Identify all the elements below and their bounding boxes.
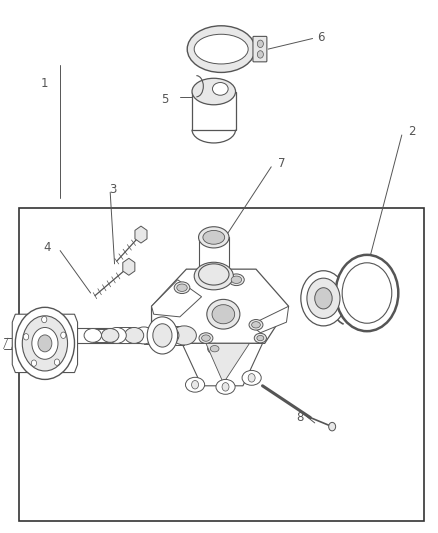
- Ellipse shape: [257, 335, 264, 341]
- Ellipse shape: [216, 379, 235, 394]
- Circle shape: [32, 327, 58, 359]
- Ellipse shape: [107, 327, 126, 343]
- Ellipse shape: [254, 333, 266, 343]
- Circle shape: [38, 335, 52, 352]
- Polygon shape: [135, 226, 147, 243]
- Circle shape: [328, 422, 336, 431]
- Text: 2: 2: [408, 125, 416, 138]
- Polygon shape: [254, 306, 289, 333]
- Ellipse shape: [252, 321, 260, 328]
- Ellipse shape: [84, 328, 102, 342]
- Text: 1: 1: [41, 77, 49, 90]
- Text: 7: 7: [278, 157, 285, 169]
- FancyBboxPatch shape: [253, 36, 267, 62]
- Ellipse shape: [192, 78, 236, 105]
- Polygon shape: [198, 237, 229, 274]
- Ellipse shape: [315, 288, 332, 309]
- Polygon shape: [182, 343, 262, 386]
- Ellipse shape: [207, 300, 240, 329]
- Ellipse shape: [177, 284, 187, 292]
- Ellipse shape: [185, 377, 205, 392]
- Ellipse shape: [307, 278, 340, 318]
- Ellipse shape: [147, 317, 178, 354]
- Ellipse shape: [194, 34, 248, 64]
- Ellipse shape: [231, 276, 242, 284]
- Polygon shape: [117, 327, 134, 343]
- Circle shape: [248, 374, 255, 382]
- Ellipse shape: [149, 327, 170, 344]
- Polygon shape: [12, 314, 78, 373]
- Ellipse shape: [172, 326, 196, 345]
- Polygon shape: [152, 269, 289, 343]
- Ellipse shape: [203, 230, 225, 244]
- Ellipse shape: [155, 326, 179, 345]
- Circle shape: [222, 383, 229, 391]
- Text: 4: 4: [43, 241, 51, 254]
- Ellipse shape: [212, 83, 228, 95]
- Ellipse shape: [102, 328, 119, 342]
- Ellipse shape: [134, 327, 154, 344]
- Ellipse shape: [210, 345, 219, 352]
- Circle shape: [54, 359, 60, 365]
- Polygon shape: [144, 327, 159, 344]
- Ellipse shape: [199, 333, 213, 343]
- Circle shape: [42, 317, 47, 322]
- Ellipse shape: [187, 26, 255, 72]
- Circle shape: [336, 255, 398, 331]
- Polygon shape: [152, 280, 201, 317]
- Ellipse shape: [198, 264, 229, 285]
- Ellipse shape: [249, 319, 263, 330]
- Ellipse shape: [301, 271, 346, 326]
- Ellipse shape: [212, 305, 235, 324]
- Ellipse shape: [201, 335, 210, 341]
- Circle shape: [257, 51, 263, 58]
- Polygon shape: [93, 328, 110, 342]
- Circle shape: [191, 381, 198, 389]
- Ellipse shape: [153, 324, 172, 347]
- Text: 3: 3: [109, 183, 116, 196]
- Polygon shape: [167, 326, 184, 345]
- Circle shape: [32, 360, 36, 366]
- Ellipse shape: [242, 370, 261, 385]
- Text: 5: 5: [162, 93, 169, 106]
- Ellipse shape: [198, 227, 229, 248]
- Circle shape: [22, 316, 67, 371]
- Polygon shape: [206, 343, 250, 383]
- Circle shape: [342, 263, 392, 323]
- Text: 8: 8: [296, 411, 303, 424]
- Circle shape: [24, 334, 29, 340]
- Ellipse shape: [174, 282, 190, 294]
- Circle shape: [257, 40, 263, 47]
- Polygon shape: [123, 259, 135, 275]
- Circle shape: [15, 308, 74, 379]
- Ellipse shape: [124, 327, 144, 343]
- Polygon shape: [192, 92, 236, 130]
- Circle shape: [61, 332, 66, 338]
- Ellipse shape: [229, 274, 244, 286]
- Ellipse shape: [194, 262, 233, 290]
- Text: 6: 6: [317, 31, 325, 44]
- Ellipse shape: [208, 343, 222, 354]
